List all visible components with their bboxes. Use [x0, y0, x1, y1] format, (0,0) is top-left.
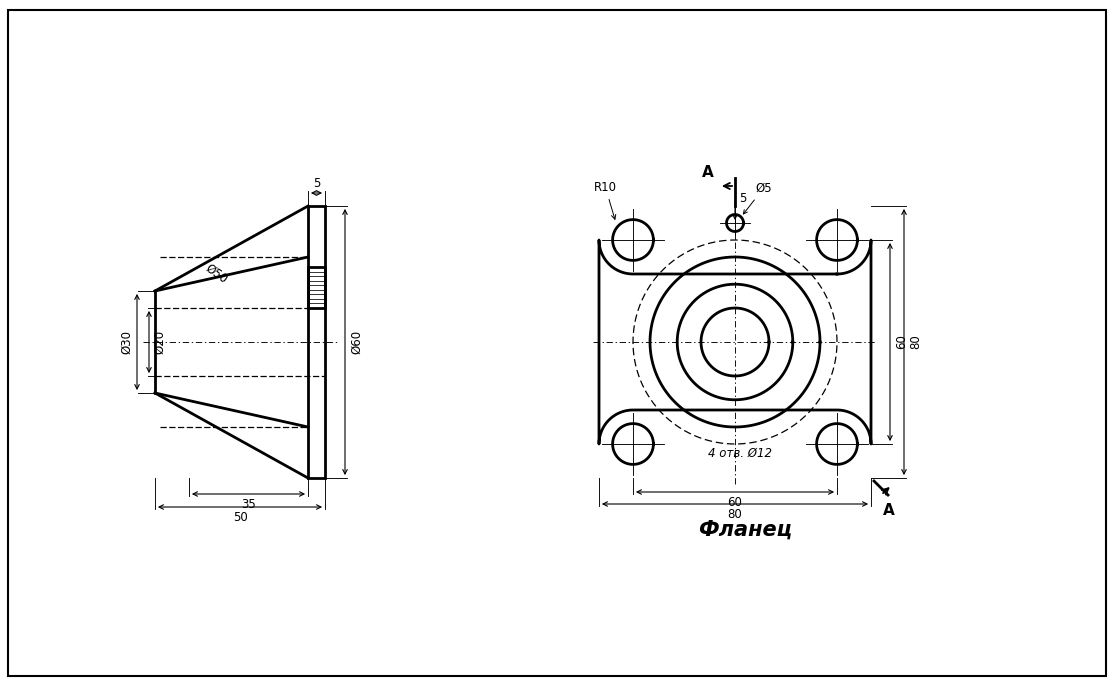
- Text: Ø50: Ø50: [203, 262, 230, 286]
- Text: 80: 80: [910, 334, 922, 350]
- Text: 50: 50: [232, 511, 248, 524]
- Text: 80: 80: [728, 508, 742, 521]
- Text: Ø30: Ø30: [121, 330, 133, 354]
- Text: Ø60: Ø60: [350, 330, 363, 354]
- Text: Ø20: Ø20: [153, 330, 166, 354]
- Text: Фланец: Фланец: [698, 520, 792, 540]
- Text: 5: 5: [312, 177, 320, 190]
- Text: 5: 5: [739, 192, 747, 205]
- Text: 60: 60: [728, 496, 742, 509]
- Text: 4 отв. Ø12: 4 отв. Ø12: [708, 447, 772, 460]
- Text: 35: 35: [241, 498, 256, 511]
- Text: A: A: [883, 503, 895, 518]
- Text: 60: 60: [895, 334, 908, 350]
- Text: A: A: [702, 165, 714, 180]
- Text: Ø5: Ø5: [743, 182, 771, 214]
- Text: R10: R10: [594, 181, 617, 220]
